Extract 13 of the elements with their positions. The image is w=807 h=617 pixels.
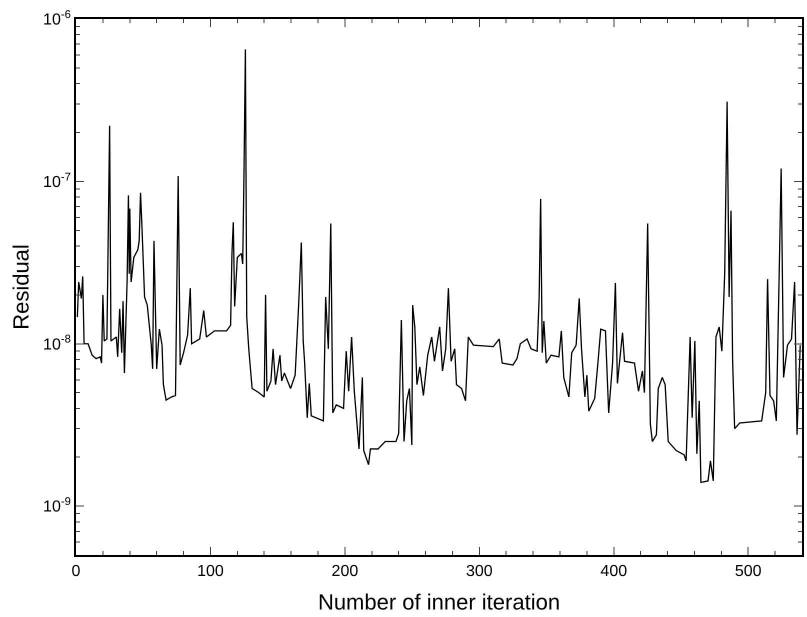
y-tick-label: 10$^{-8}$ <box>43 334 71 354</box>
x-tick-label: 300 <box>466 563 493 580</box>
x-tick-label: 400 <box>600 563 628 580</box>
line-series <box>76 48 801 484</box>
y-tick-label: 10$^{-7}$ <box>43 171 71 191</box>
x-tick-label: 500 <box>734 563 762 580</box>
x-axis-title: Number of inner iteration <box>318 590 560 615</box>
y-axis-title: Residual <box>8 244 34 330</box>
x-tick-label: 200 <box>332 563 358 580</box>
y-tick-label: 10$^{-6}$ <box>43 8 71 29</box>
y-tick-label: 10$^{-9}$ <box>43 496 71 516</box>
x-tick-label: 0 <box>72 563 81 580</box>
x-tick-label: 100 <box>197 563 224 580</box>
